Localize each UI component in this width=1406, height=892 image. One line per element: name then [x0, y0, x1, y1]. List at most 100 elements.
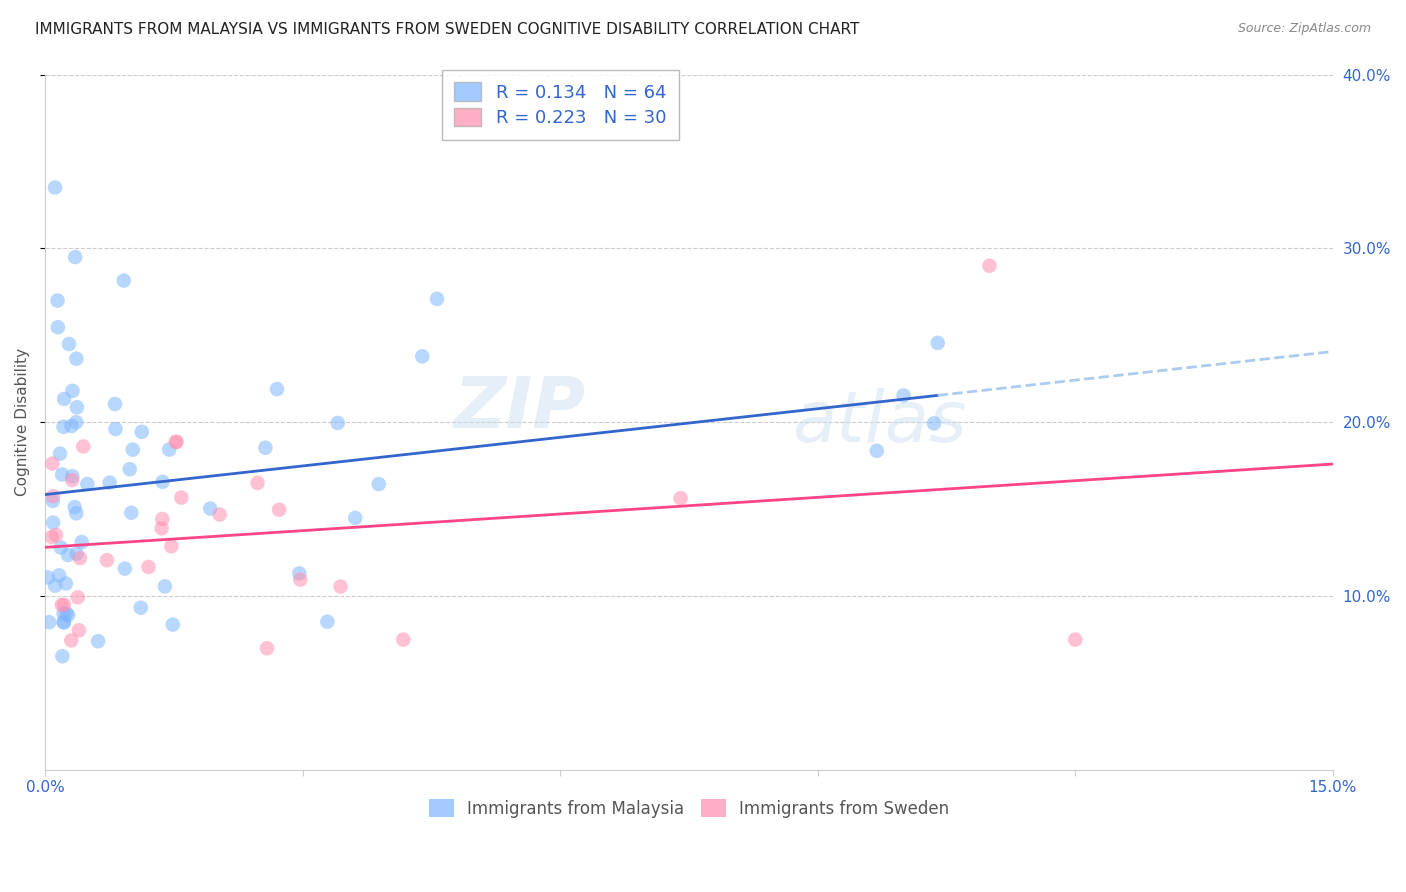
- Point: [55, 576, 77, 591]
- Point: [70, 535, 93, 549]
- Point: [87, 634, 110, 648]
- Point: [42, 489, 65, 503]
- Point: [41, 457, 63, 471]
- Point: [246, 475, 269, 490]
- Point: [922, 417, 945, 431]
- Point: [52, 419, 75, 434]
- Point: [51, 467, 73, 482]
- Point: [979, 259, 1001, 273]
- Point: [153, 579, 176, 593]
- Point: [56, 608, 79, 623]
- Point: [104, 422, 127, 436]
- Point: [51, 649, 73, 664]
- Point: [41, 530, 63, 544]
- Point: [290, 573, 312, 587]
- Point: [65, 547, 87, 561]
- Point: [112, 274, 135, 288]
- Point: [65, 415, 87, 429]
- Point: [46, 293, 69, 308]
- Point: [411, 350, 433, 364]
- Point: [45, 528, 67, 542]
- Point: [200, 501, 222, 516]
- Point: [52, 607, 75, 621]
- Point: [329, 579, 352, 593]
- Text: ZIP: ZIP: [454, 374, 586, 442]
- Point: [66, 591, 89, 605]
- Text: Source: ZipAtlas.com: Source: ZipAtlas.com: [1237, 22, 1371, 36]
- Point: [927, 335, 949, 350]
- Point: [254, 441, 277, 455]
- Point: [67, 624, 90, 638]
- Point: [96, 553, 118, 567]
- Point: [49, 447, 72, 461]
- Point: [38, 615, 60, 630]
- Text: IMMIGRANTS FROM MALAYSIA VS IMMIGRANTS FROM SWEDEN COGNITIVE DISABILITY CORRELAT: IMMIGRANTS FROM MALAYSIA VS IMMIGRANTS F…: [35, 22, 859, 37]
- Point: [170, 491, 193, 505]
- Point: [60, 633, 83, 648]
- Point: [60, 419, 83, 434]
- Y-axis label: Cognitive Disability: Cognitive Disability: [15, 348, 30, 496]
- Point: [63, 250, 86, 264]
- Point: [131, 425, 153, 439]
- Point: [58, 337, 80, 351]
- Point: [893, 388, 915, 402]
- Point: [56, 548, 79, 562]
- Point: [114, 561, 136, 575]
- Point: [53, 392, 76, 406]
- Point: [367, 477, 389, 491]
- Point: [49, 541, 72, 555]
- Point: [44, 579, 66, 593]
- Point: [42, 516, 65, 530]
- Point: [69, 551, 91, 566]
- Point: [72, 439, 94, 453]
- Point: [426, 292, 449, 306]
- Point: [66, 401, 89, 415]
- Point: [288, 566, 311, 581]
- Point: [51, 598, 73, 612]
- Point: [208, 508, 231, 522]
- Point: [256, 641, 278, 656]
- Point: [48, 568, 70, 582]
- Point: [120, 506, 142, 520]
- Point: [76, 477, 98, 491]
- Point: [150, 512, 173, 526]
- Point: [63, 500, 86, 514]
- Point: [316, 615, 339, 629]
- Point: [326, 416, 349, 430]
- Point: [150, 521, 173, 535]
- Point: [60, 469, 83, 483]
- Point: [121, 442, 143, 457]
- Point: [62, 384, 84, 398]
- Point: [160, 540, 183, 554]
- Point: [162, 617, 184, 632]
- Point: [65, 351, 87, 366]
- Point: [157, 442, 180, 457]
- Point: [344, 511, 367, 525]
- Point: [42, 494, 65, 508]
- Point: [46, 320, 69, 334]
- Point: [138, 560, 160, 574]
- Point: [118, 462, 141, 476]
- Point: [165, 434, 187, 449]
- Point: [866, 443, 889, 458]
- Legend: Immigrants from Malaysia, Immigrants from Sweden: Immigrants from Malaysia, Immigrants fro…: [422, 793, 956, 824]
- Point: [55, 607, 77, 621]
- Point: [1064, 632, 1087, 647]
- Point: [98, 475, 121, 490]
- Point: [669, 491, 692, 505]
- Point: [65, 506, 87, 520]
- Point: [152, 475, 174, 489]
- Point: [129, 600, 152, 615]
- Point: [37, 570, 59, 584]
- Point: [266, 382, 288, 396]
- Point: [60, 473, 83, 487]
- Point: [392, 632, 415, 647]
- Point: [52, 615, 75, 630]
- Point: [44, 180, 66, 194]
- Text: atlas: atlas: [792, 388, 967, 457]
- Point: [52, 615, 75, 630]
- Point: [53, 598, 76, 612]
- Point: [104, 397, 127, 411]
- Point: [166, 434, 188, 449]
- Point: [267, 502, 290, 516]
